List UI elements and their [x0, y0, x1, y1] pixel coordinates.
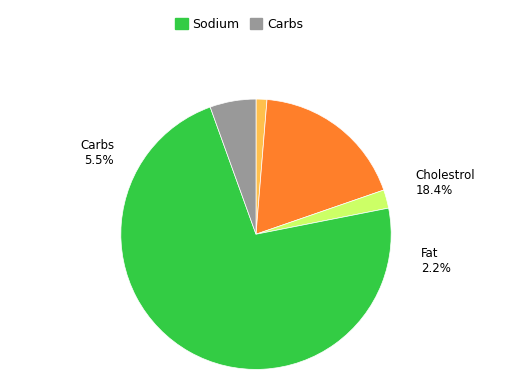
Legend: Sodium, Carbs: Sodium, Carbs: [172, 14, 307, 35]
Wedge shape: [121, 107, 391, 369]
Wedge shape: [210, 99, 256, 234]
Wedge shape: [256, 190, 389, 234]
Wedge shape: [256, 99, 267, 234]
Wedge shape: [256, 99, 383, 234]
Text: Fat
2.2%: Fat 2.2%: [421, 247, 451, 275]
Text: Carbs
5.5%: Carbs 5.5%: [80, 139, 114, 167]
Text: Cholestrol
18.4%: Cholestrol 18.4%: [416, 169, 475, 197]
